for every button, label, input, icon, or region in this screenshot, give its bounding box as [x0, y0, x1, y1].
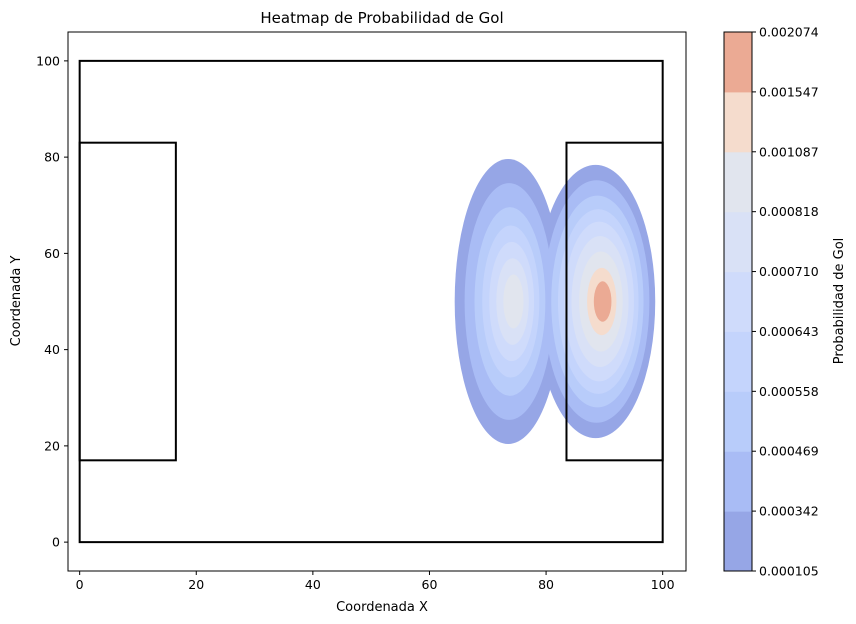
colorbar-tick-label: 0.000342 [759, 504, 819, 519]
y-tick-label: 0 [52, 535, 60, 550]
plot-frame [67, 31, 687, 572]
y-tick-label: 20 [44, 438, 60, 453]
colorbar: 0.000105 0.000342 0.000469 0.000558 0.000643… [723, 25, 819, 579]
colorbar-segment [724, 511, 752, 572]
colorbar-segment [724, 331, 752, 392]
x-tick-label: 80 [538, 577, 554, 592]
colorbar-tick-label: 0.001087 [759, 144, 819, 159]
colorbar-segment [724, 271, 752, 332]
y-tick-label: 40 [44, 342, 60, 357]
density-contours [454, 159, 656, 444]
y-axis: 0 20 40 60 80 100 [36, 53, 68, 550]
right-penalty-box [565, 141, 664, 462]
colorbar-frame [723, 31, 753, 572]
colorbar-segment [724, 91, 752, 153]
colorbar-tick-label: 0.000710 [759, 264, 819, 279]
colorbar-segment [724, 391, 752, 452]
colorbar-segment [724, 32, 752, 93]
left-penalty-box [78, 141, 177, 462]
colorbar-label: Probabilidad de Gol [832, 238, 847, 365]
x-tick-label: 20 [188, 577, 204, 592]
colorbar-tick-label: 0.000105 [759, 564, 819, 579]
chart-title: Heatmap de Probabilidad de Gol [260, 9, 503, 27]
x-axis: 0 20 40 60 80 100 [76, 571, 675, 592]
x-tick-label: 40 [305, 577, 321, 592]
colorbar-segment [724, 211, 752, 273]
pitch-lines [78, 59, 664, 544]
contour-band-right [593, 281, 612, 322]
y-tick-label: 60 [44, 246, 60, 261]
colorbar-tick-label: 0.000643 [759, 324, 819, 339]
x-tick-label: 100 [651, 577, 675, 592]
x-tick-label: 60 [422, 577, 438, 592]
colorbar-tick-label: 0.000469 [759, 444, 819, 459]
contour-band-left [503, 274, 524, 329]
colorbar-tick-label: 0.002074 [759, 25, 819, 40]
y-axis-label: Coordenada Y [9, 256, 24, 347]
x-axis-label: Coordenada X [336, 600, 428, 615]
colorbar-tick-label: 0.000818 [759, 204, 819, 219]
colorbar-tick-label: 0.001547 [759, 84, 819, 99]
y-tick-label: 100 [36, 53, 60, 68]
colorbar-tick-label: 0.000558 [759, 384, 819, 399]
colorbar-segment [724, 151, 752, 213]
y-tick-label: 80 [44, 150, 60, 165]
colorbar-segment [724, 451, 752, 512]
x-tick-label: 0 [76, 577, 84, 592]
